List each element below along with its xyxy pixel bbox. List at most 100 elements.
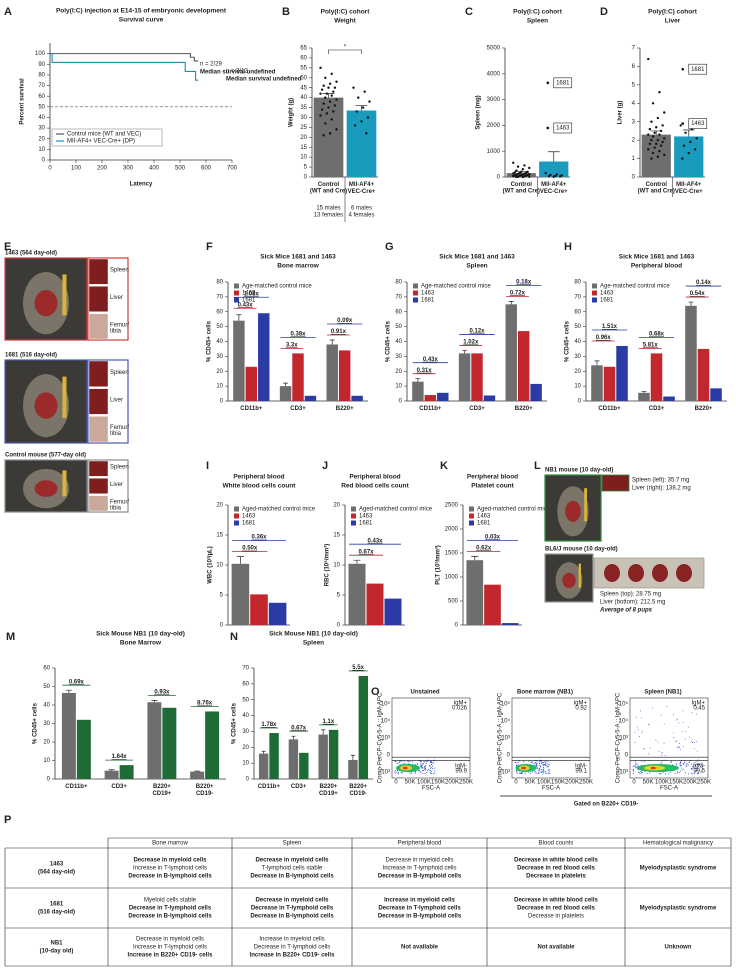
y-tick-label: 70	[216, 294, 223, 300]
flow-event	[543, 762, 545, 764]
bar	[162, 707, 177, 779]
y-axis-label: Liver (g)	[618, 101, 624, 125]
data-point	[648, 127, 652, 131]
y-axis-label: Percent survival	[20, 78, 26, 125]
bar	[292, 353, 304, 401]
y-tick-label: 3000	[487, 97, 501, 103]
y-tick-label: 10	[333, 563, 340, 569]
flow-y-tick: 0	[387, 753, 391, 759]
callout-point	[546, 81, 550, 85]
bar	[412, 381, 424, 401]
cell-text: Decrease in myeloid cells	[255, 898, 329, 904]
legend-label: Aged-matched control mice	[359, 507, 433, 513]
flow-event	[400, 760, 402, 762]
organ-frame	[87, 257, 129, 341]
y-tick-label: 0	[47, 777, 51, 783]
data-point	[330, 94, 333, 97]
flow-event	[673, 737, 675, 738]
data-point	[328, 132, 332, 135]
flow-event	[641, 760, 643, 762]
flow-event	[432, 773, 434, 775]
cell-text: Decrease in B-lymphoid cells	[250, 914, 334, 920]
flow-event	[691, 712, 693, 714]
flow-event	[424, 765, 426, 767]
flow-event	[395, 771, 397, 773]
x-tick-label: CD11b+	[65, 784, 88, 790]
organ-label: Femur/tibia	[110, 499, 129, 511]
photo-note: Spleen (left): 35.7 mg	[632, 478, 689, 484]
x-tick-label: MII-AF4+ VEC-Cre+	[348, 182, 376, 195]
gate-value: 99.5	[693, 769, 705, 775]
bar	[638, 392, 650, 401]
flow-event	[434, 770, 436, 772]
flow-event	[686, 765, 688, 767]
data-point	[319, 114, 322, 117]
bar	[147, 702, 162, 779]
y-tick-label: 2000	[445, 527, 459, 533]
flow-density	[521, 766, 527, 770]
panel-letter: M	[6, 631, 15, 643]
chart-subtitle: Liver	[665, 18, 681, 25]
organ-label: Femur/tibia	[110, 425, 129, 437]
flow-x-tick: 150K	[669, 780, 683, 786]
flow-event	[417, 763, 419, 765]
callout-box	[688, 63, 708, 75]
fold-label: 0.43x	[367, 538, 383, 544]
flow-event	[658, 773, 660, 775]
flow-event	[534, 771, 536, 773]
y-tick-label: 7	[632, 46, 636, 52]
flow-event	[694, 762, 696, 764]
x-tick-label: CD3+	[291, 784, 307, 790]
y-tick-label: 20	[300, 135, 307, 141]
bar	[338, 350, 351, 401]
data-point	[655, 126, 658, 129]
flow-event	[666, 706, 668, 708]
y-tick-label: 50	[38, 104, 45, 110]
flow-event	[401, 772, 403, 774]
flow-event	[638, 772, 640, 774]
legend-label: 1681	[421, 298, 435, 304]
flow-event	[679, 764, 681, 766]
legend-label: MII-AF4+ VEC-Cre+ (DP)	[67, 139, 135, 145]
error-bar	[688, 301, 694, 306]
data-point	[368, 100, 371, 103]
legend-label: Age-matched control mice	[421, 284, 491, 290]
y-tick-label: 90	[38, 62, 45, 68]
x-tick-label: Control	[646, 182, 668, 188]
flow-event	[519, 772, 521, 774]
cell-text: Decrease in T-lymphoid cells	[254, 945, 331, 951]
bar	[250, 594, 268, 625]
callout-label: 1463	[691, 121, 705, 127]
cell-text: Increase in B220+ CD19- cells	[128, 953, 214, 959]
error-bar	[547, 151, 560, 162]
chart-title: Sick Mice 1681 and 1463	[619, 254, 695, 261]
organ-photo	[88, 286, 109, 312]
flow-title: Spleen (NB1)	[644, 690, 681, 696]
y-tick-label: 10	[300, 155, 307, 161]
flow-event	[699, 764, 701, 766]
y-axis-label: RBC (10⁶/mm³)	[324, 544, 331, 586]
bar	[685, 305, 697, 401]
legend-swatch	[592, 297, 597, 303]
bar	[76, 719, 91, 779]
flow-event	[678, 743, 680, 745]
flow-event	[692, 767, 694, 769]
legend-label: 1681	[477, 521, 491, 527]
bar	[437, 392, 449, 401]
x-tick-label: MII-AF4+ VEC-Cre+	[540, 182, 568, 195]
legend-swatch	[351, 520, 356, 526]
y-tick-label: 20	[242, 745, 249, 751]
flow-event	[634, 742, 636, 744]
legend-swatch	[351, 506, 356, 512]
flow-event	[425, 767, 427, 769]
flow-event	[648, 753, 650, 755]
data-point	[360, 120, 363, 123]
legend-swatch	[413, 290, 418, 296]
data-point	[328, 82, 332, 85]
flow-event	[692, 765, 694, 767]
flow-event	[697, 773, 699, 775]
chart-subtitle: Platelet count	[471, 483, 514, 490]
bar	[505, 304, 517, 401]
data-point	[647, 148, 650, 151]
error-bar	[594, 360, 600, 366]
